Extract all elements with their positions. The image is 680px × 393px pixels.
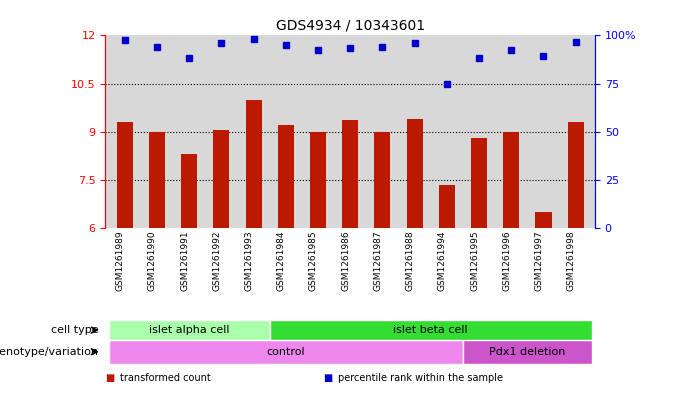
Text: GSM1261989: GSM1261989 xyxy=(116,231,124,291)
Bar xyxy=(214,130,229,228)
Bar xyxy=(109,320,270,340)
Bar xyxy=(181,154,197,228)
Text: islet alpha cell: islet alpha cell xyxy=(149,325,229,335)
Text: GSM1261991: GSM1261991 xyxy=(180,231,189,291)
Bar xyxy=(535,212,551,228)
Bar xyxy=(270,320,592,340)
Bar xyxy=(310,132,326,228)
Title: GDS4934 / 10343601: GDS4934 / 10343601 xyxy=(275,19,425,33)
Text: percentile rank within the sample: percentile rank within the sample xyxy=(338,373,503,383)
Bar xyxy=(117,122,133,228)
Text: ■: ■ xyxy=(105,373,115,383)
Bar xyxy=(342,120,358,228)
Text: GSM1261994: GSM1261994 xyxy=(438,231,447,291)
Text: GSM1261985: GSM1261985 xyxy=(309,231,318,291)
Bar xyxy=(149,132,165,228)
Text: cell type: cell type xyxy=(51,325,99,335)
Bar xyxy=(375,132,390,228)
Bar xyxy=(277,125,294,228)
Text: Pdx1 deletion: Pdx1 deletion xyxy=(489,347,566,357)
Bar xyxy=(568,122,583,228)
Text: control: control xyxy=(267,347,305,357)
Text: GSM1261986: GSM1261986 xyxy=(341,231,350,291)
Text: GSM1261997: GSM1261997 xyxy=(534,231,543,291)
Bar xyxy=(407,119,423,228)
Text: GSM1261996: GSM1261996 xyxy=(503,231,511,291)
Bar xyxy=(439,185,455,228)
Text: GSM1261998: GSM1261998 xyxy=(566,231,576,291)
Text: GSM1261984: GSM1261984 xyxy=(277,231,286,291)
Text: transformed count: transformed count xyxy=(120,373,211,383)
Text: GSM1261987: GSM1261987 xyxy=(373,231,382,291)
Bar xyxy=(503,132,520,228)
Text: genotype/variation: genotype/variation xyxy=(0,347,99,357)
Text: GSM1261992: GSM1261992 xyxy=(212,231,222,291)
Text: ■: ■ xyxy=(323,373,333,383)
Bar xyxy=(463,340,592,364)
Text: GSM1261990: GSM1261990 xyxy=(148,231,157,291)
Text: GSM1261995: GSM1261995 xyxy=(470,231,479,291)
Bar xyxy=(245,99,262,228)
Bar xyxy=(109,340,463,364)
Text: GSM1261988: GSM1261988 xyxy=(406,231,415,291)
Text: GSM1261993: GSM1261993 xyxy=(245,231,254,291)
Text: islet beta cell: islet beta cell xyxy=(394,325,468,335)
Bar xyxy=(471,138,487,228)
